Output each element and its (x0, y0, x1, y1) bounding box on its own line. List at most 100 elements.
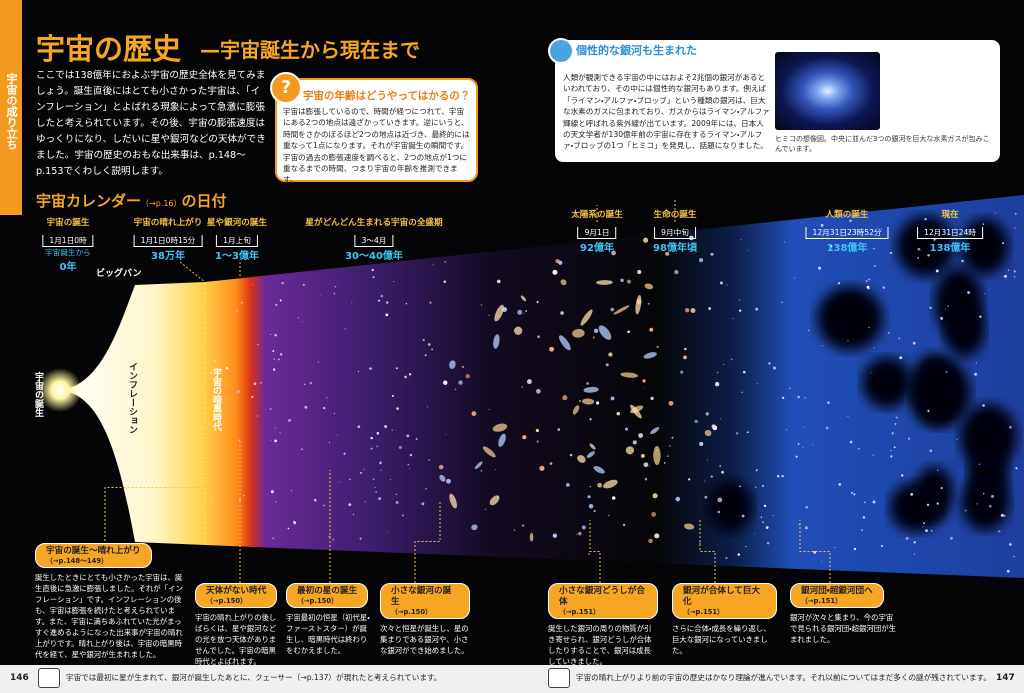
star (899, 356, 903, 360)
star (912, 341, 916, 345)
star (1013, 555, 1015, 558)
star (740, 239, 742, 241)
star (589, 418, 592, 421)
event-note: 宇宙誕生から (45, 248, 91, 257)
question-box (275, 78, 478, 182)
star (620, 278, 624, 283)
star (1006, 569, 1010, 573)
star (522, 435, 527, 440)
star (785, 428, 787, 431)
star (407, 463, 409, 466)
star (756, 383, 758, 385)
image-caption: ヒミコの想像図。中央に並んだ3つの銀河を巨大な水素ガスが包みこんでいます。 (775, 135, 990, 153)
intro-text: ここでは138億年におよぶ宇宙の歴史全体を見てみましょう。誕生直後にはとても小さ… (36, 70, 266, 177)
galaxy (489, 495, 500, 506)
star (711, 424, 716, 429)
star (821, 561, 823, 563)
star (822, 345, 824, 347)
star (333, 412, 335, 415)
star (396, 407, 399, 410)
star (812, 444, 814, 446)
star (910, 492, 914, 496)
event-years: 92億年 (580, 243, 614, 254)
note: 銀河が合体して巨大化 （→p.151） さらに合体・成長を繰り返し、巨大な銀河になっ… (672, 583, 777, 656)
event-date: 12月31日23時52分 (805, 227, 889, 239)
star (929, 306, 932, 310)
star (370, 436, 373, 440)
leader (414, 500, 441, 583)
galaxy (613, 305, 630, 315)
star (755, 307, 759, 311)
galaxy (560, 279, 567, 286)
event-label: 星や銀河の誕生 (206, 218, 268, 228)
star (737, 553, 741, 556)
star (704, 495, 708, 499)
star (747, 250, 749, 252)
star (926, 503, 930, 507)
note-title-text: 銀河団・超銀河団へ (801, 586, 873, 596)
star (723, 363, 725, 366)
star (741, 391, 743, 394)
star (605, 363, 609, 367)
calendar-event: 現在 12月31日24時 138億年 (917, 208, 983, 254)
star (454, 388, 457, 391)
star (738, 299, 741, 301)
star (1009, 426, 1012, 429)
star (945, 308, 947, 310)
star (983, 493, 985, 495)
note-title: 宇宙の誕生～晴れ上がり （→p.148～149） (35, 543, 152, 568)
galaxy (596, 280, 613, 285)
note: 小さな銀河の誕生 （→p.150） 次々と恒星が誕生し、星の集まりである銀河や、小さ… (380, 583, 470, 656)
star (272, 368, 276, 371)
star (301, 321, 303, 323)
star (684, 347, 687, 351)
star (465, 374, 470, 379)
star (229, 505, 231, 507)
galaxy (529, 532, 534, 542)
star (238, 439, 241, 442)
star (950, 536, 953, 540)
star (521, 386, 523, 388)
star (446, 478, 451, 484)
event-years: 98億年頃 (653, 243, 697, 254)
star (369, 367, 372, 370)
star (773, 366, 777, 370)
inflation-label: インフレーション (127, 362, 137, 434)
star (485, 508, 487, 510)
star (588, 504, 594, 509)
star (319, 295, 321, 297)
galaxy (520, 295, 527, 302)
star (699, 542, 701, 544)
star (552, 269, 558, 275)
star (301, 448, 303, 450)
star (625, 427, 629, 431)
star (293, 521, 297, 525)
star (762, 521, 764, 523)
note-ref: （→p.151） (683, 608, 724, 616)
star (304, 383, 306, 386)
star (408, 373, 412, 376)
event-years: 138億年 (826, 243, 868, 254)
star (391, 429, 393, 431)
star (683, 355, 687, 360)
star (391, 394, 395, 397)
star (880, 544, 884, 548)
star (913, 541, 916, 544)
star (372, 276, 375, 279)
star (236, 390, 240, 393)
star (384, 425, 388, 428)
star (694, 419, 698, 424)
star (754, 486, 757, 489)
star (438, 464, 444, 470)
star (663, 462, 666, 464)
void (961, 474, 1010, 531)
star (889, 251, 893, 254)
calendar-event: 人類の誕生 12月31日23時52分 138億年 (805, 208, 889, 254)
star (359, 537, 362, 540)
star (800, 222, 802, 224)
star (385, 313, 389, 317)
note-body: さらに合体・成長を繰り返し、巨大な銀河になっていきました。 (672, 624, 771, 655)
star (797, 443, 800, 446)
footer (0, 665, 1024, 693)
star (795, 455, 798, 458)
